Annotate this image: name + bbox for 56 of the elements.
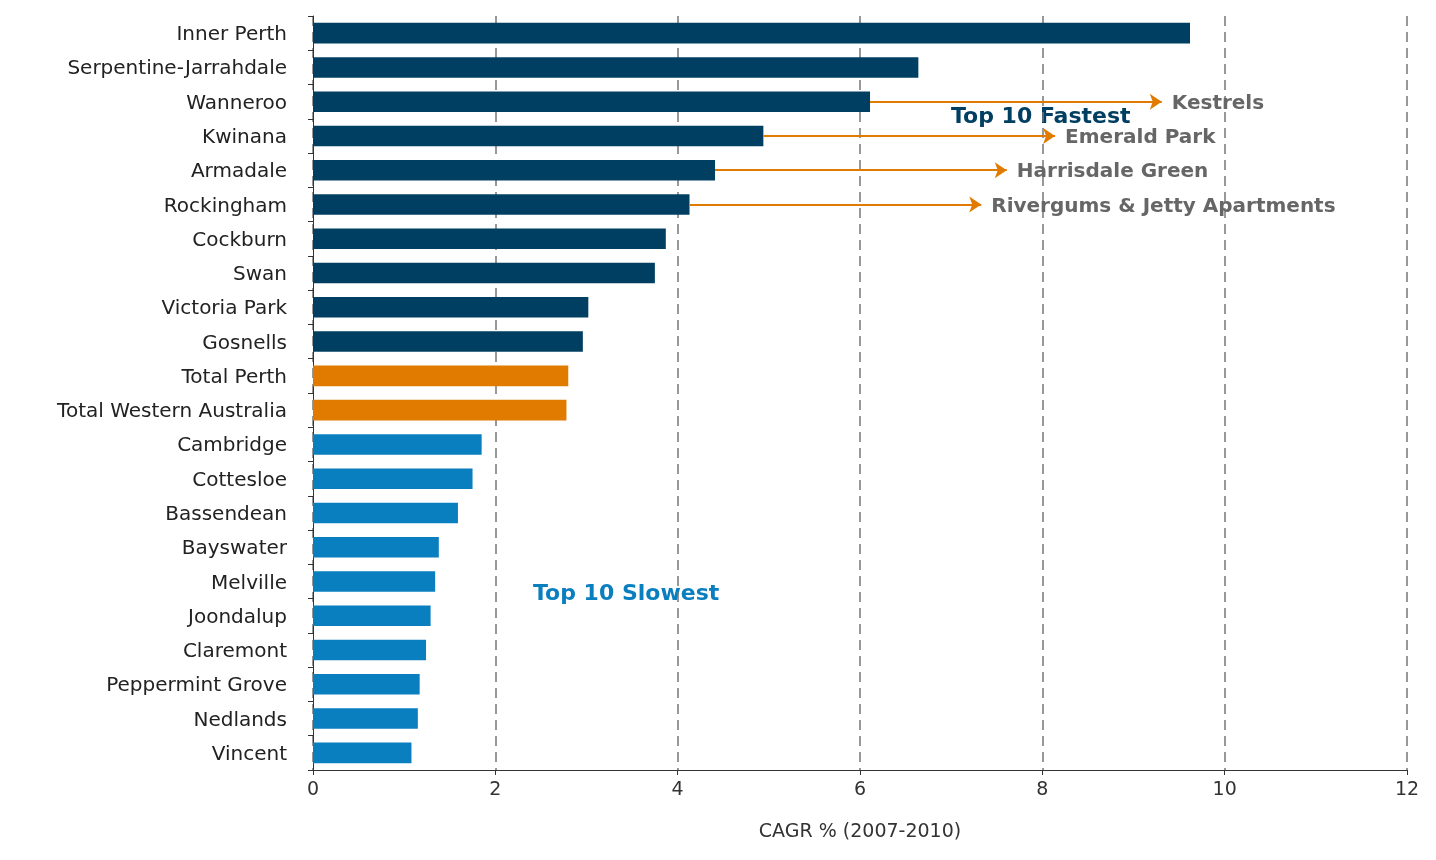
annotation: Kestrels [1171,89,1265,114]
annotation: Harrisdale Green [1016,158,1209,183]
bar [313,125,764,147]
bar [313,536,439,558]
x-tick-label: 0 [306,776,320,799]
x-tick-label: 10 [1212,776,1237,799]
y-tick-label: Swan [233,261,287,286]
y-tick-label: Wanneroo [186,89,287,114]
bar [313,502,458,524]
bar [313,331,583,352]
bar [313,57,919,78]
bar [313,365,569,387]
y-tick-label: Armadale [190,158,287,183]
bar [313,571,436,592]
y-tick-label: Gosnells [202,329,287,354]
x-tick-label: 12 [1394,776,1420,799]
bar [313,194,690,215]
x-tick-label: 4 [671,776,684,799]
bar [313,262,655,284]
y-tick-label: Melville [211,569,287,594]
bar [313,742,412,764]
y-tick-label: Cockburn [192,226,287,251]
bar [313,434,482,455]
y-tick-label: Peppermint Grove [106,672,287,697]
bar [313,297,589,318]
y-tick-label: Claremont [182,638,288,663]
annotation: Top 10 Slowest [533,579,720,605]
y-tick-label: Cottesloe [192,466,287,491]
x-tick-label: 2 [489,776,502,799]
x-axis-title: CAGR % (2007-2010) [758,818,962,841]
y-tick-label: Inner Perth [176,21,287,46]
bar [313,22,1191,44]
y-tick-label: Rockingham [163,192,287,217]
x-tick-label: 8 [1036,776,1049,799]
y-tick-label: Kwinana [202,123,287,148]
x-tick-label: 6 [853,776,867,799]
y-tick-label: Nedlands [193,706,287,731]
y-tick-label: Serpentine-Jarrahdale [67,55,287,80]
bar [313,399,567,421]
bar [313,605,431,627]
y-tick-label: Total Perth [180,363,287,388]
y-tick-label: Bassendean [165,500,287,525]
bar [313,91,871,112]
y-tick-label: Vincent [211,740,288,765]
y-tick-label: Victoria Park [161,295,288,320]
y-tick-label: Total Western Australia [56,398,287,423]
y-tick-label: Joondalup [186,603,287,628]
y-tick-label: Bayswater [181,535,288,560]
bar [313,639,427,661]
annotation: Rivergums & Jetty Apartments [991,192,1336,217]
bar [313,674,420,695]
y-tick-label: Cambridge [177,432,287,457]
bar [313,468,473,489]
bar [313,708,418,729]
bar [313,159,716,181]
bar [313,228,666,250]
